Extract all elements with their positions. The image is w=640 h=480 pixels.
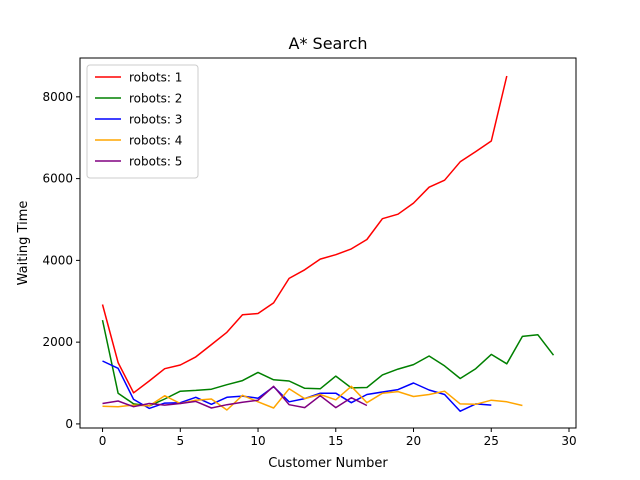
y-axis-label: Waiting Time [16,201,31,286]
plot-area [101,75,555,412]
y-axis-ticks: 0 2000 4000 6000 8000 [42,90,80,431]
x-tick-label: 20 [406,434,421,448]
series-line-1 [101,75,508,394]
x-tick-label: 5 [176,434,184,448]
series-line-2 [101,319,555,407]
legend-label: robots: 1 [129,71,182,85]
series-line-3 [102,360,492,412]
x-tick-label: 30 [561,434,576,448]
y-tick-label: 0 [65,417,73,431]
axes-frame [79,57,577,429]
y-tick-label: 6000 [42,172,73,186]
x-axis-ticks: 0 5 10 15 20 25 30 [99,428,577,448]
y-tick-label: 2000 [42,335,73,349]
legend-label: robots: 3 [129,113,182,127]
x-tick-label: 15 [328,434,343,448]
legend-box [86,64,199,179]
legend-label: robots: 5 [129,155,182,169]
chart-title: A* Search [289,34,368,53]
legend-label: robots: 2 [129,92,182,106]
x-tick-label: 25 [484,434,499,448]
series-line-5 [102,385,368,409]
legend-label: robots: 4 [129,134,182,148]
series-line-4 [102,385,523,411]
x-tick-label: 0 [99,434,107,448]
legend: robots: 1 robots: 2 robots: 3 robots: 4 robo… [86,64,199,179]
y-tick-label: 4000 [42,253,73,267]
x-tick-label: 10 [250,434,265,448]
x-axis-label: Customer Number [268,456,388,471]
y-tick-label: 8000 [42,90,73,104]
